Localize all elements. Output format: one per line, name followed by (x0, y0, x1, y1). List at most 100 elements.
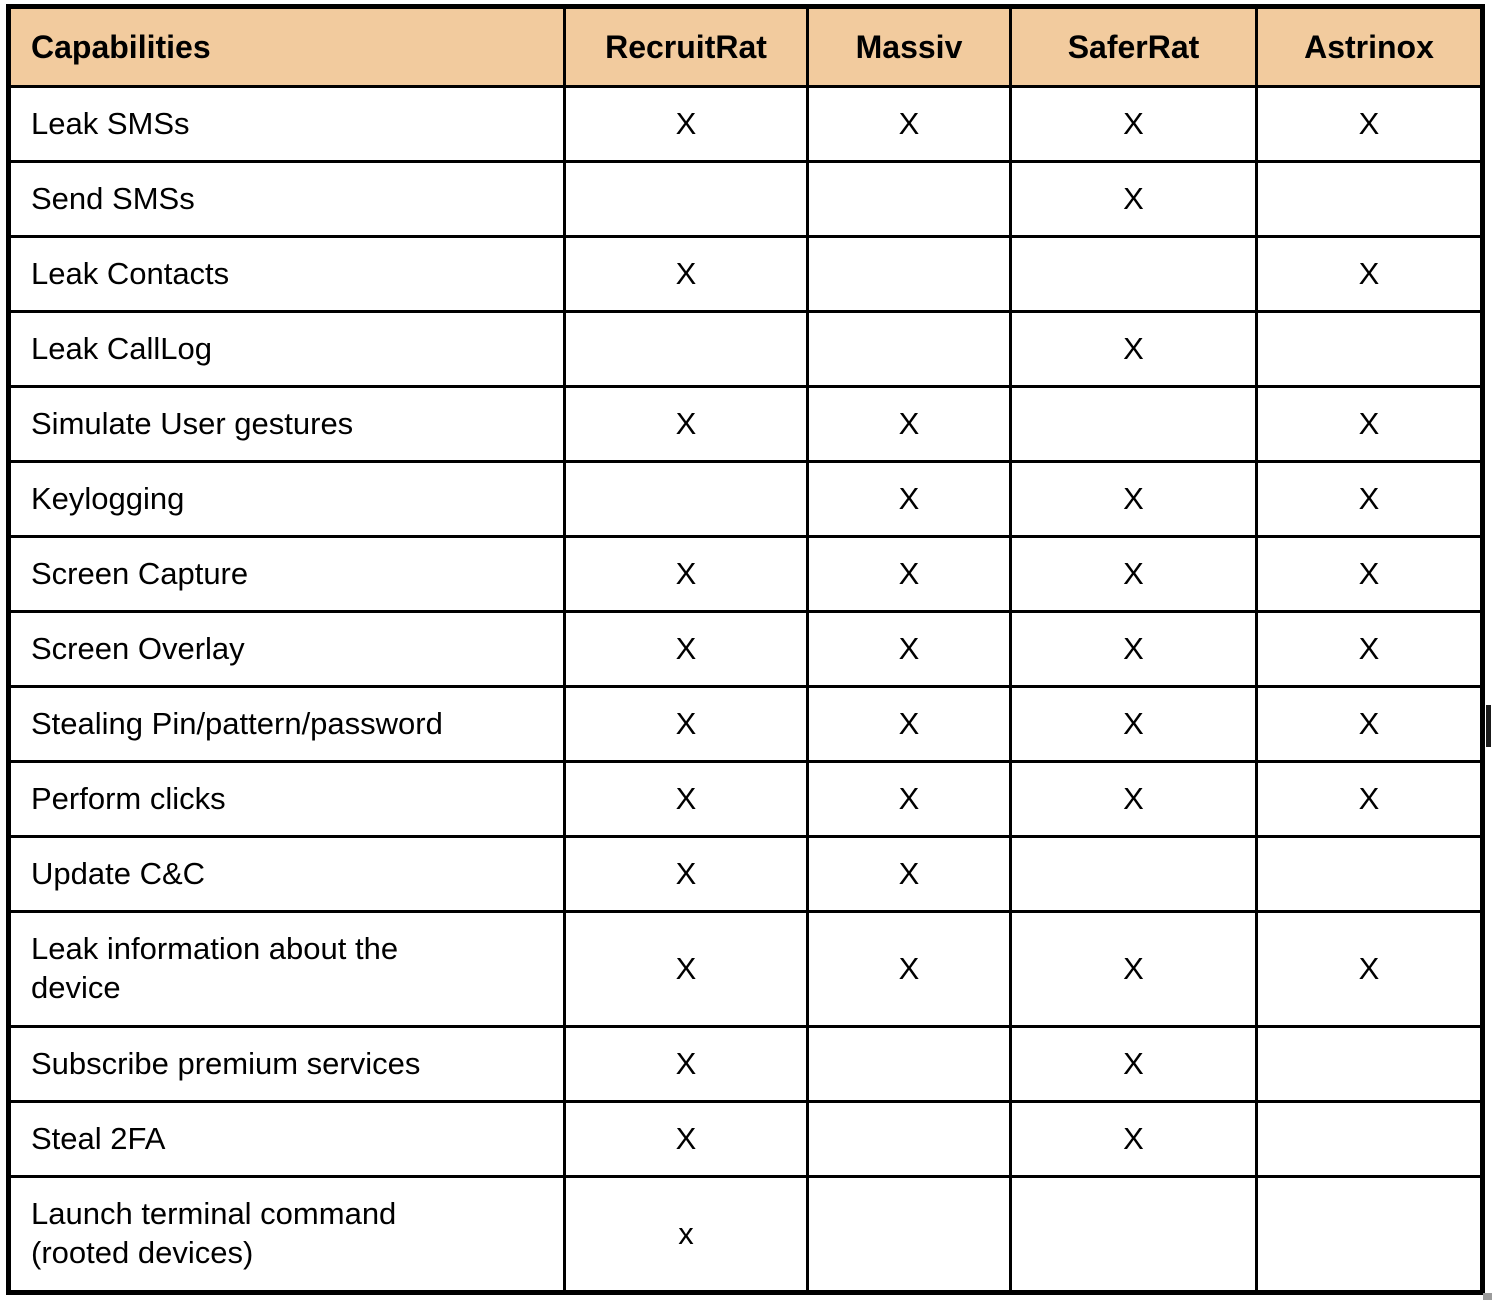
table-row-launch-terminal-command: Launch terminal command (rooted devices)… (7, 1175, 1484, 1294)
mark-saferrat: X (1009, 610, 1258, 688)
mark-astrinox (1255, 1175, 1484, 1294)
mark-astrinox: X (1255, 385, 1484, 463)
table-row-update-cc: Update C&C X X (7, 835, 1484, 913)
mark-saferrat (1009, 235, 1258, 313)
mark-saferrat: X (1009, 535, 1258, 613)
mark-massiv: X (806, 85, 1012, 163)
mark-massiv (806, 310, 1012, 388)
mark-astrinox: X (1255, 460, 1484, 538)
mark-astrinox: X (1255, 910, 1484, 1028)
capability-label: Leak information about the device (7, 910, 566, 1028)
mark-massiv: X (806, 610, 1012, 688)
mark-astrinox: X (1255, 760, 1484, 838)
mark-recruitrat: X (563, 835, 809, 913)
table-row-leak-device-information: Leak information about the device X X X … (7, 910, 1484, 1028)
mark-massiv: X (806, 910, 1012, 1028)
capability-label: Update C&C (7, 835, 566, 913)
mark-astrinox: X (1255, 235, 1484, 313)
table-row-subscribe-premium-services: Subscribe premium services X X (7, 1025, 1484, 1103)
table-row-screen-capture: Screen Capture X X X X (7, 535, 1484, 613)
mark-astrinox: X (1255, 685, 1484, 763)
mark-massiv: X (806, 460, 1012, 538)
mark-massiv (806, 1100, 1012, 1178)
mark-massiv (806, 235, 1012, 313)
table-header-row: Capabilities RecruitRat Massiv SaferRat … (7, 5, 1484, 88)
capability-label: Stealing Pin/pattern/password (7, 685, 566, 763)
mark-astrinox (1255, 310, 1484, 388)
mark-massiv: X (806, 535, 1012, 613)
mark-massiv (806, 1175, 1012, 1294)
mark-recruitrat (563, 160, 809, 238)
mark-recruitrat: X (563, 760, 809, 838)
table-row-perform-clicks: Perform clicks X X X X (7, 760, 1484, 838)
mark-astrinox (1255, 1100, 1484, 1178)
mark-recruitrat: X (563, 85, 809, 163)
mark-recruitrat: X (563, 685, 809, 763)
mark-saferrat: X (1009, 460, 1258, 538)
mark-recruitrat: X (563, 610, 809, 688)
mark-saferrat (1009, 835, 1258, 913)
table-row-leak-calllog: Leak CallLog X (7, 310, 1484, 388)
capability-label: Simulate User gestures (7, 385, 566, 463)
column-header-recruitrat: RecruitRat (563, 5, 809, 88)
mark-astrinox: X (1255, 85, 1484, 163)
capability-label: Leak Contacts (7, 235, 566, 313)
capability-label: Leak SMSs (7, 85, 566, 163)
mark-massiv: X (806, 835, 1012, 913)
mark-saferrat: X (1009, 85, 1258, 163)
mark-astrinox (1255, 1025, 1484, 1103)
mark-massiv: X (806, 385, 1012, 463)
mark-saferrat: X (1009, 310, 1258, 388)
mark-recruitrat: X (563, 910, 809, 1028)
capability-comparison-table: Capabilities RecruitRat Massiv SaferRat … (6, 4, 1485, 1295)
capability-label: Send SMSs (7, 160, 566, 238)
mark-recruitrat (563, 310, 809, 388)
right-edge-bar-artifact (1486, 705, 1491, 747)
capability-label: Subscribe premium services (7, 1025, 566, 1103)
mark-recruitrat: X (563, 1100, 809, 1178)
table-row-keylogging: Keylogging X X X (7, 460, 1484, 538)
mark-recruitrat: X (563, 385, 809, 463)
mark-recruitrat: X (563, 535, 809, 613)
capability-label: Screen Capture (7, 535, 566, 613)
table-row-send-smss: Send SMSs X (7, 160, 1484, 238)
table-row-leak-smss: Leak SMSs X X X X (7, 85, 1484, 163)
capability-label: Screen Overlay (7, 610, 566, 688)
table-row-stealing-pin-pattern-password: Stealing Pin/pattern/password X X X X (7, 685, 1484, 763)
mark-astrinox (1255, 835, 1484, 913)
bottom-right-corner-artifact (1483, 1293, 1492, 1300)
capability-label: Launch terminal command (rooted devices) (7, 1175, 566, 1294)
mark-massiv: X (806, 685, 1012, 763)
mark-saferrat: X (1009, 1025, 1258, 1103)
mark-massiv: X (806, 760, 1012, 838)
mark-saferrat (1009, 385, 1258, 463)
mark-recruitrat: x (563, 1175, 809, 1294)
table-row-simulate-user-gestures: Simulate User gestures X X X (7, 385, 1484, 463)
mark-saferrat: X (1009, 685, 1258, 763)
column-header-astrinox: Astrinox (1255, 5, 1484, 88)
mark-massiv (806, 1025, 1012, 1103)
mark-saferrat: X (1009, 1100, 1258, 1178)
mark-massiv (806, 160, 1012, 238)
mark-saferrat: X (1009, 910, 1258, 1028)
mark-astrinox (1255, 160, 1484, 238)
mark-astrinox: X (1255, 610, 1484, 688)
table-row-steal-2fa: Steal 2FA X X (7, 1100, 1484, 1178)
mark-recruitrat: X (563, 235, 809, 313)
mark-saferrat: X (1009, 160, 1258, 238)
mark-recruitrat: X (563, 1025, 809, 1103)
capability-comparison-table-wrap: Capabilities RecruitRat Massiv SaferRat … (6, 4, 1485, 1295)
mark-saferrat: X (1009, 760, 1258, 838)
mark-saferrat (1009, 1175, 1258, 1294)
mark-astrinox: X (1255, 535, 1484, 613)
table-row-screen-overlay: Screen Overlay X X X X (7, 610, 1484, 688)
column-header-massiv: Massiv (806, 5, 1012, 88)
capability-label: Leak CallLog (7, 310, 566, 388)
mark-recruitrat (563, 460, 809, 538)
capability-label: Steal 2FA (7, 1100, 566, 1178)
capability-label: Perform clicks (7, 760, 566, 838)
table-row-leak-contacts: Leak Contacts X X (7, 235, 1484, 313)
capability-label: Keylogging (7, 460, 566, 538)
column-header-capabilities: Capabilities (7, 5, 566, 88)
column-header-saferrat: SaferRat (1009, 5, 1258, 88)
